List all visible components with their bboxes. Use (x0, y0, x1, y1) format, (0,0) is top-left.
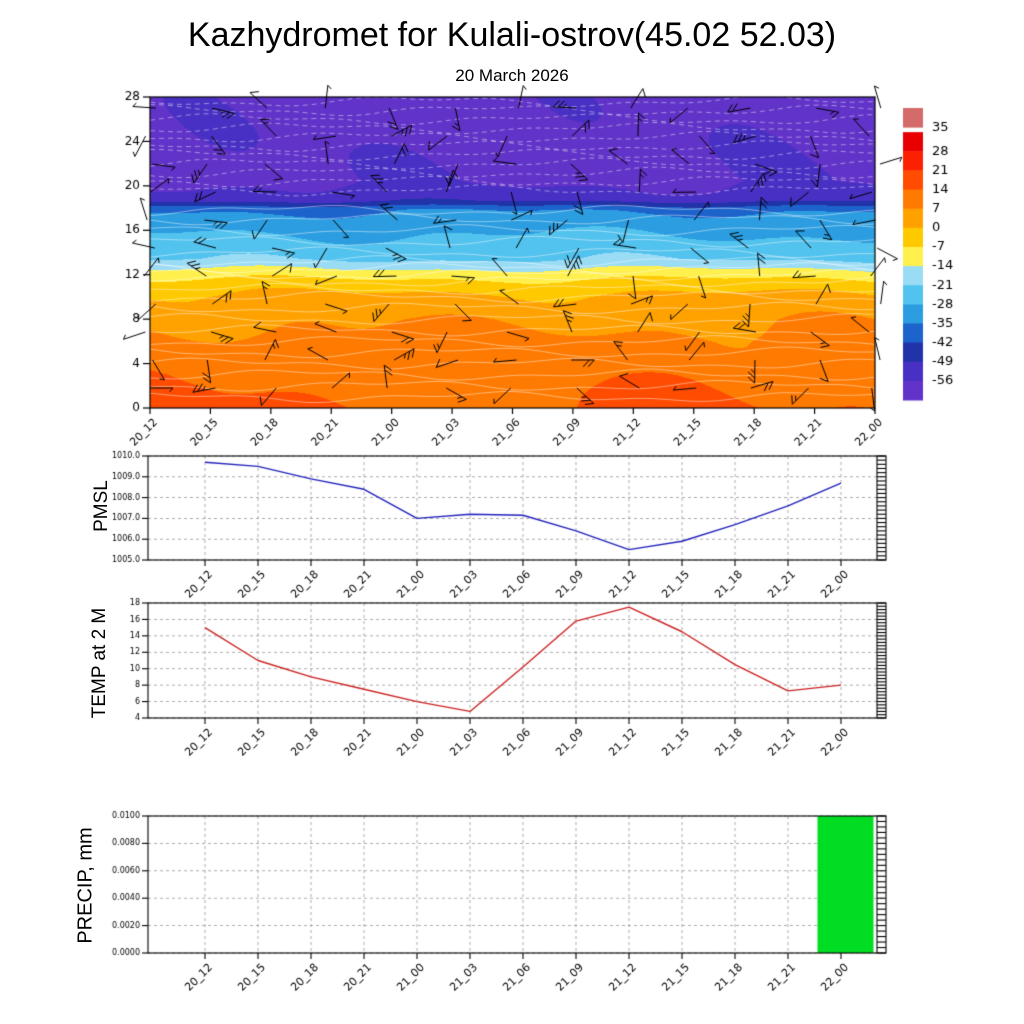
meteogram-page: Kazhydromet for Kulali-ostrov(45.02 52.0… (0, 0, 1024, 1024)
meteogram-canvas (0, 0, 1024, 1024)
